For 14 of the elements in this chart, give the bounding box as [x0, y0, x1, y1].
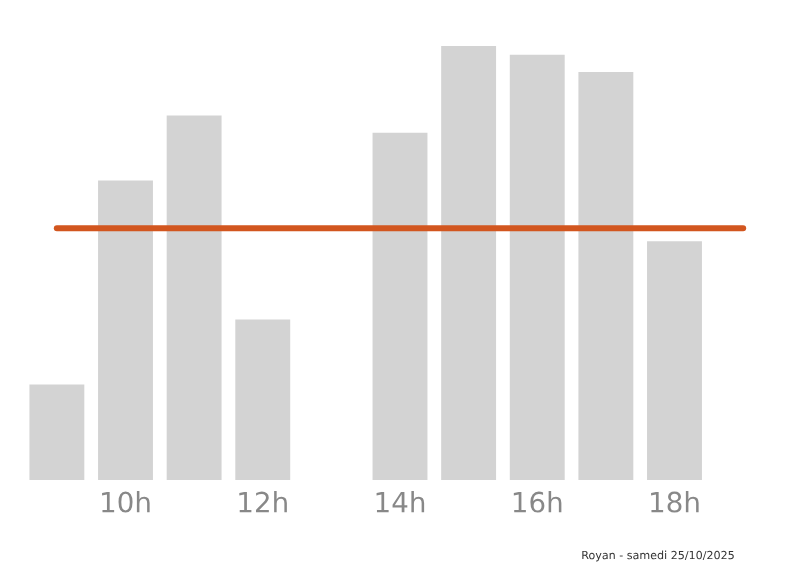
bar — [647, 241, 702, 480]
bar — [235, 319, 291, 480]
x-tick-label: 10h — [102, 491, 150, 513]
x-tick-label: 18h — [651, 491, 699, 513]
bar — [372, 132, 428, 480]
bar — [509, 54, 565, 480]
bar — [98, 180, 153, 480]
x-tick-label: 14h — [376, 491, 425, 513]
bar — [441, 46, 497, 480]
bar — [578, 72, 634, 480]
x-tick-label: 12h — [239, 491, 287, 513]
x-tick-label: 16h — [513, 491, 562, 513]
bar — [166, 115, 222, 480]
bar — [29, 384, 85, 480]
